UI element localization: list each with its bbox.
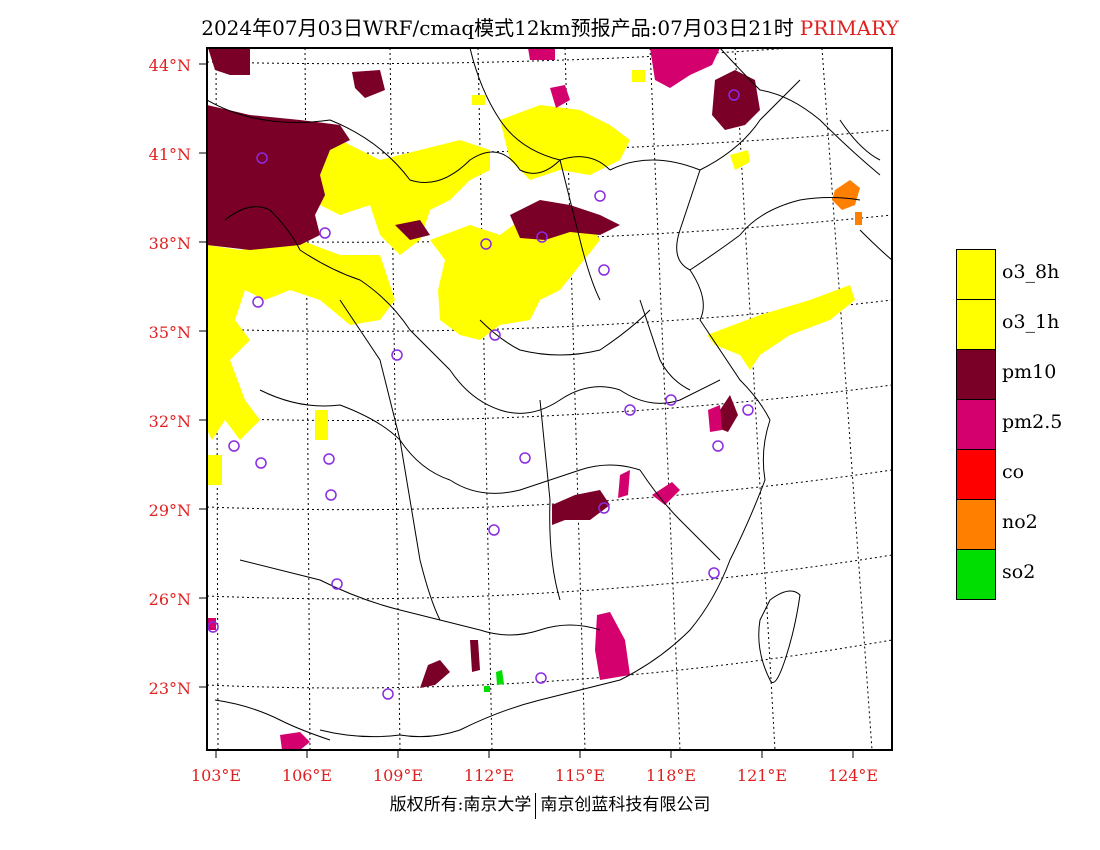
legend-label: so2 [1002,561,1036,583]
lat-label: 44°N [148,56,191,75]
legend-item-so2: so2 [956,549,1100,600]
legend-swatch [956,549,996,600]
tick-marks [199,63,854,758]
legend-item-o3-8h: o3_8h [956,249,1100,300]
station-markers [207,89,754,700]
title-text: 2024年07月03日WRF/cmaq模式12km预报产品:07月03日21时 [201,16,794,40]
lon-label: 103°E [190,766,242,785]
legend-swatch [956,299,996,350]
footer-divider [535,792,537,819]
lon-label: 118°E [645,766,697,785]
lat-label: 23°N [148,679,191,698]
map-title: 2024年07月03日WRF/cmaq模式12km预报产品:07月03日21时 P… [0,12,1100,41]
no2-field [832,180,862,225]
legend-item-o3-1h: o3_1h [956,299,1100,350]
product-tag: PRIMARY [799,16,899,40]
legend-swatch [956,249,996,300]
lat-label: 35°N [148,323,191,342]
lat-label: 29°N [148,501,191,520]
legend-item-pm25: pm2.5 [956,399,1100,450]
pollution-fields [207,48,862,750]
legend-label: no2 [1002,511,1038,533]
copyright-owner: 版权所有:南京大学 [389,795,532,815]
legend-swatch [956,399,996,450]
lat-label: 26°N [148,590,191,609]
lon-label: 106°E [281,766,333,785]
lon-label: 124°E [827,766,879,785]
legend-label: o3_8h [1002,261,1060,283]
legend-item-no2: no2 [956,499,1100,550]
lon-label: 115°E [554,766,606,785]
legend-item-pm10: pm10 [956,349,1100,400]
legend-item-co: co [956,449,1100,500]
lat-label: 41°N [148,145,191,164]
legend-label: pm10 [1002,361,1057,383]
legend-label: o3_1h [1002,311,1060,333]
legend-swatch [956,449,996,500]
boundaries [207,48,892,741]
lon-label: 121°E [736,766,788,785]
o3-field [207,70,855,485]
pm10-field [207,48,760,688]
lat-label: 32°N [148,412,191,431]
lat-label: 38°N [148,234,191,253]
legend: o3_8h o3_1h pm10 pm2.5 co no2 so2 [956,249,1100,600]
legend-swatch [956,499,996,550]
copyright-company: 南京创蓝科技有限公司 [540,795,711,815]
legend-label: co [1002,461,1025,483]
legend-label: pm2.5 [1002,411,1063,433]
pm25-field [207,48,722,750]
lon-label: 112°E [463,766,515,785]
so2-field [484,670,504,692]
map-frame [206,47,893,751]
lon-label: 109°E [372,766,424,785]
legend-swatch [956,349,996,400]
copyright-footer: 版权所有:南京大学 南京创蓝科技有限公司 [0,790,1100,819]
